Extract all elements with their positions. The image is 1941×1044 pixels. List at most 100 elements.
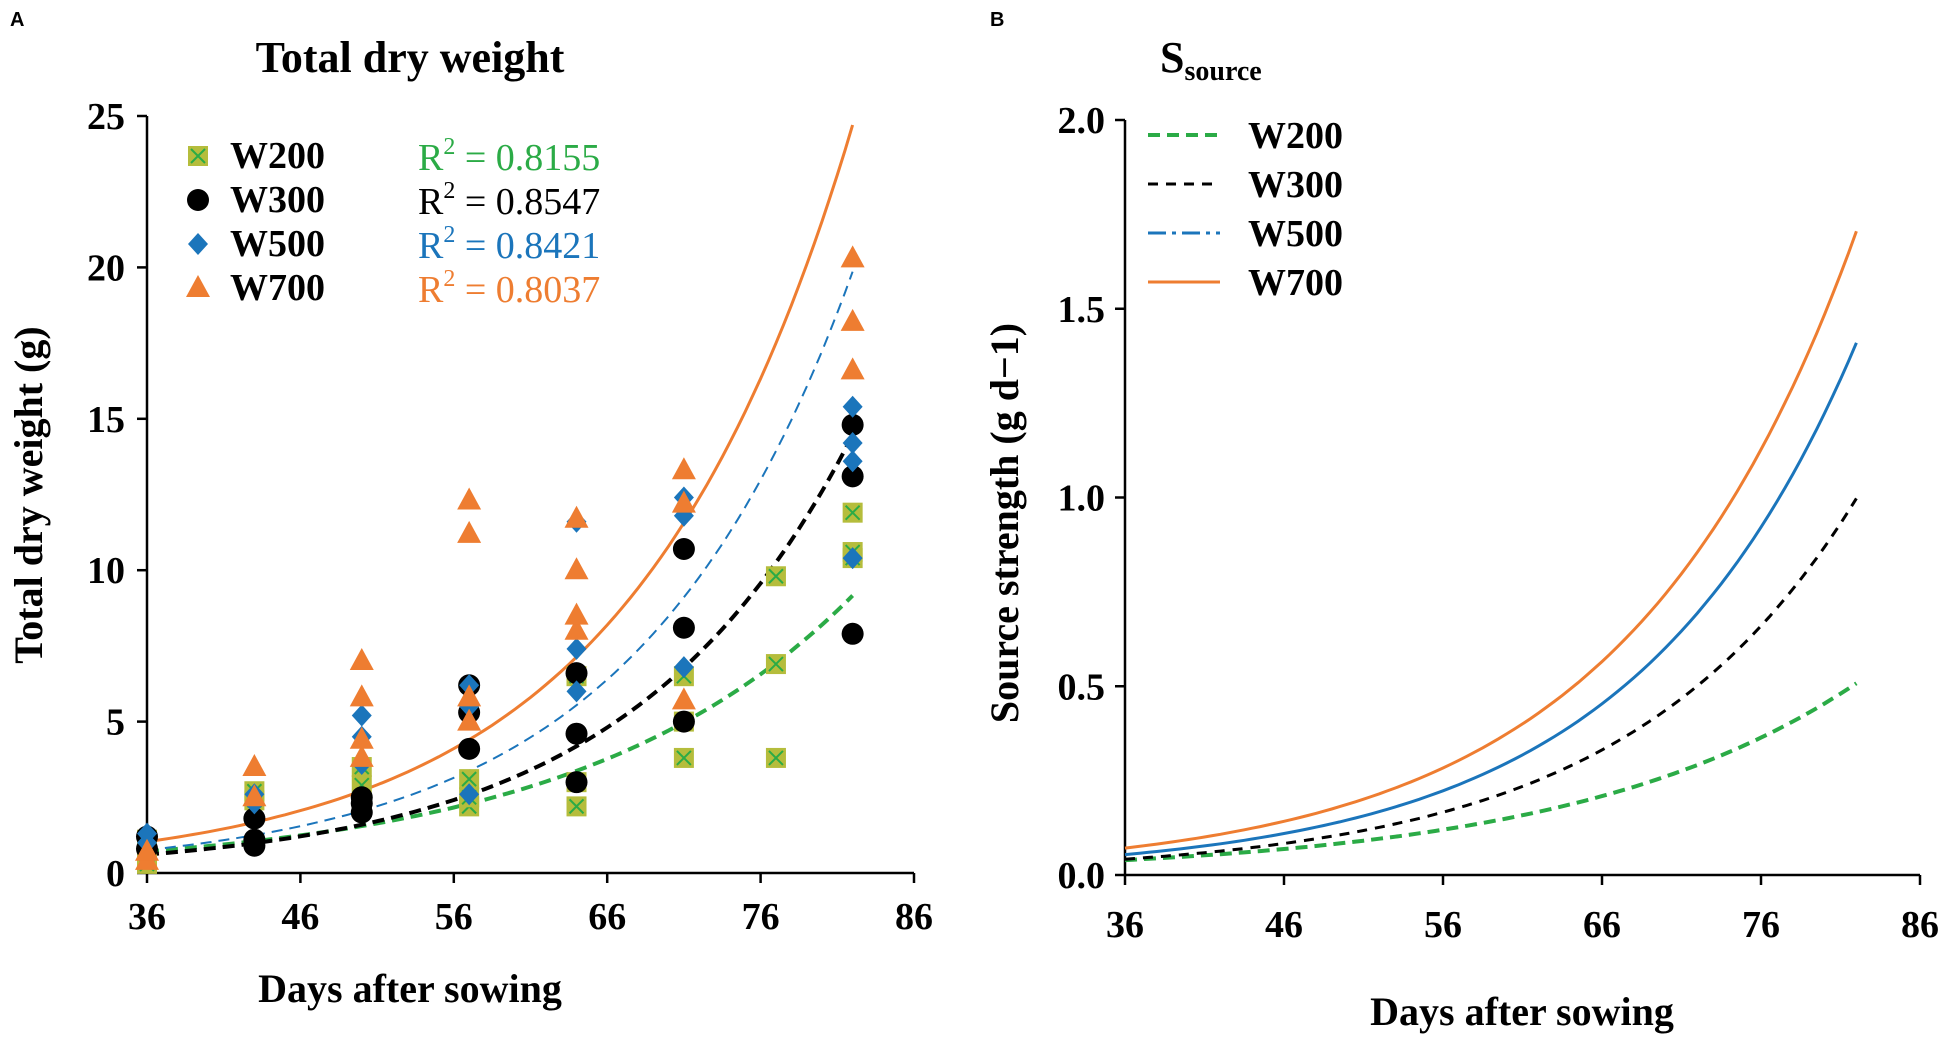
data-point-w300 — [672, 616, 695, 639]
series-line-w700 — [1124, 230, 1858, 850]
series-line-w300 — [1124, 497, 1858, 861]
panel-b-x-ticks: 36 46 56 66 76 86 — [1106, 875, 1939, 946]
data-point-w300 — [841, 622, 864, 645]
data-point-w300 — [672, 710, 695, 733]
legend-entry-w500: W500 — [188, 223, 325, 265]
r2-w500: R2 = 0.8421 — [418, 222, 600, 267]
data-point-w200 — [459, 769, 480, 790]
legend-marker-w500 — [188, 233, 208, 255]
legend-label-w200: W200 — [230, 135, 325, 177]
data-point-w300 — [565, 662, 588, 685]
data-point-w500 — [842, 450, 863, 473]
data-point-w500 — [842, 547, 863, 570]
legend-entry-w300: W300 — [187, 179, 325, 221]
data-point-w300 — [458, 737, 481, 760]
x-tick-label: 86 — [1901, 904, 1939, 946]
panel-a-title: Total dry weight — [256, 33, 565, 82]
legend-marker-w700 — [186, 275, 210, 297]
data-point-w300 — [350, 786, 373, 809]
r2-w300: R2 = 0.8547 — [418, 178, 600, 223]
x-tick-label: 56 — [435, 896, 473, 938]
legend-entry-w200: W200 — [188, 135, 325, 177]
data-point-w700 — [457, 520, 482, 543]
y-tick-label: 1.5 — [1058, 289, 1106, 331]
panel-a-x-label: Days after sowing — [258, 966, 562, 1011]
panel-b-axes — [1123, 120, 1920, 877]
panel-b-y-label: Source strength (g d−1) — [982, 323, 1027, 723]
data-point-w300 — [243, 828, 266, 851]
x-tick-label: 36 — [128, 896, 166, 938]
r2-w200: R2 = 0.8155 — [418, 134, 600, 179]
data-point-w700 — [457, 708, 482, 731]
data-point-w700 — [135, 838, 159, 861]
data-point-w700 — [840, 245, 865, 268]
panel-b: B Ssource 0.0 0.5 1.0 1.5 2.0 36 46 56 66 76 86 D… — [982, 9, 1939, 1034]
legend-entry-b-w700: W700 — [1148, 262, 1343, 304]
data-point-w200 — [673, 747, 694, 768]
y-tick-label: 10 — [87, 550, 125, 592]
panel-a-letter: A — [10, 9, 24, 31]
data-point-w700 — [671, 457, 696, 480]
panel-a: A Total dry weight 0 5 10 15 20 25 36 46 56 66 76… — [6, 9, 933, 1011]
panel-b-legend: W200 W300 W500 W700 — [1148, 115, 1343, 304]
data-point-w300 — [565, 771, 588, 794]
panel-b-title: Ssource — [1160, 33, 1262, 87]
data-point-w500 — [459, 783, 480, 806]
legend-label-b-w200: W200 — [1248, 115, 1343, 157]
data-point-w700 — [349, 726, 374, 749]
panel-a-data-points — [135, 245, 865, 874]
legend-entry-w700: W700 — [186, 267, 325, 309]
panel-a-r2-annotations: R2 = 0.8155 R2 = 0.8547 R2 = 0.8421 R2 =… — [418, 134, 600, 311]
data-point-w200 — [566, 796, 587, 817]
data-point-w700 — [564, 602, 589, 625]
panel-a-x-ticks: 36 46 56 66 76 86 — [128, 873, 933, 938]
data-point-w200 — [765, 747, 786, 768]
legend-marker-w300 — [187, 189, 209, 211]
legend-label-w700: W700 — [230, 267, 325, 309]
data-point-w500 — [137, 822, 157, 845]
data-point-w700 — [242, 784, 267, 807]
panel-a-axes — [145, 116, 914, 875]
data-point-w200 — [765, 566, 786, 587]
data-point-w700 — [564, 505, 589, 528]
data-point-w300 — [841, 413, 864, 436]
y-tick-label: 2.0 — [1058, 100, 1106, 142]
y-tick-label: 20 — [87, 247, 125, 289]
data-point-w700 — [349, 684, 374, 707]
data-point-w700 — [671, 687, 696, 710]
data-point-w300 — [565, 722, 588, 745]
data-point-w700 — [671, 490, 696, 513]
legend-marker-w200 — [188, 146, 208, 166]
legend-label-b-w300: W300 — [1248, 164, 1343, 206]
data-point-w700 — [457, 487, 482, 510]
panel-b-x-label: Days after sowing — [1370, 989, 1674, 1034]
data-point-w500 — [673, 656, 694, 679]
panel-b-y-ticks: 0.0 0.5 1.0 1.5 2.0 — [1058, 100, 1125, 897]
panel-a-y-label: Total dry weight (g) — [6, 326, 51, 663]
data-point-w200 — [842, 502, 863, 523]
x-tick-label: 36 — [1106, 904, 1144, 946]
y-tick-label: 5 — [106, 702, 125, 744]
data-point-w700 — [564, 617, 589, 640]
data-point-w700 — [840, 357, 865, 380]
panel-a-legend: W200 W300 W500 W700 — [186, 135, 325, 309]
x-tick-label: 76 — [1742, 904, 1780, 946]
legend-marker-w700 — [186, 275, 210, 297]
y-tick-label: 0 — [106, 853, 125, 895]
data-point-w700 — [349, 744, 374, 767]
legend-label-b-w500: W500 — [1248, 213, 1343, 255]
series-line-w500 — [1124, 342, 1858, 857]
data-point-w300 — [672, 538, 695, 561]
data-point-w500 — [842, 395, 863, 418]
legend-label-w300: W300 — [230, 179, 325, 221]
x-tick-label: 76 — [742, 896, 780, 938]
y-tick-label: 1.0 — [1058, 478, 1106, 520]
panel-b-series-lines — [1124, 230, 1858, 863]
x-tick-label: 66 — [1583, 904, 1621, 946]
fit-line-w500 — [146, 271, 854, 851]
data-point-w500 — [842, 432, 863, 455]
x-tick-label: 56 — [1424, 904, 1462, 946]
legend-entry-b-w500: W500 — [1148, 213, 1343, 255]
data-point-w500 — [566, 637, 587, 660]
x-tick-label: 66 — [588, 896, 626, 938]
